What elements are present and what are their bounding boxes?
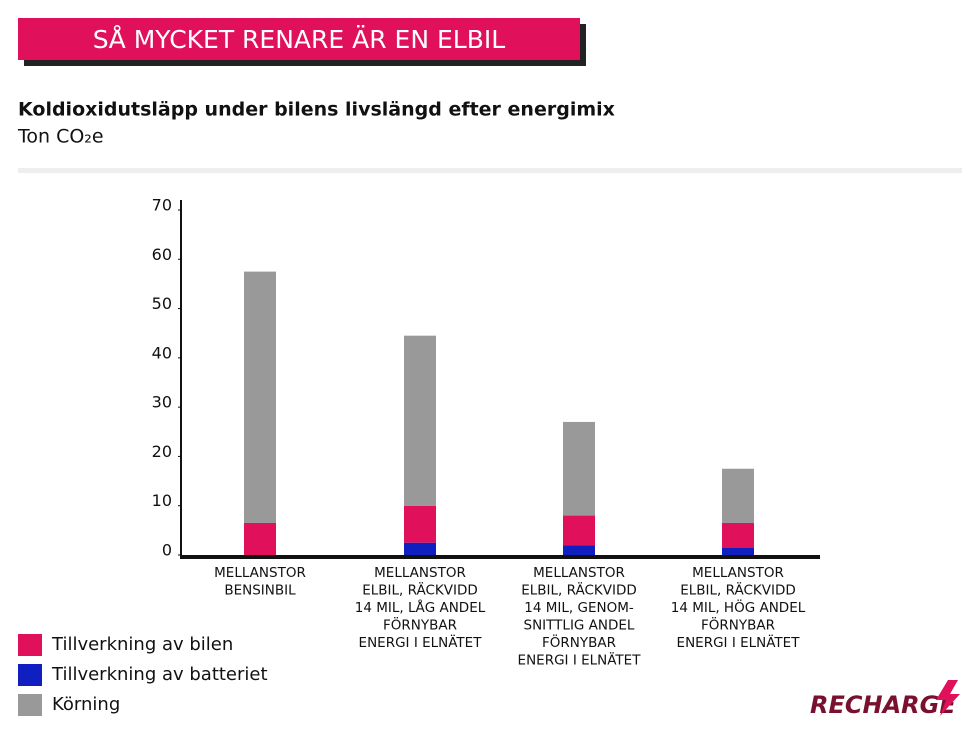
banner-text: SÅ MYCKET RENARE ÄR EN ELBIL	[93, 25, 505, 54]
legend-swatch	[18, 694, 42, 716]
brand-bolt	[936, 680, 960, 716]
bar-segment	[404, 542, 436, 555]
divider	[18, 168, 962, 173]
x-tick-label: MELLANSTOR	[692, 565, 784, 581]
bar-segment	[563, 515, 595, 546]
x-tick-label: 14 MIL, LÅG ANDEL	[355, 599, 486, 616]
y-tick-label: 70	[152, 196, 172, 215]
y-tick-label: 30	[152, 393, 172, 412]
x-tick-label: 14 MIL, HÖG ANDEL	[671, 598, 806, 616]
x-tick-label: MELLANSTOR	[374, 565, 466, 581]
legend-label: Tillverkning av bilen	[51, 634, 233, 655]
x-tick-label: MELLANSTOR	[214, 565, 306, 581]
bar-segment	[563, 421, 595, 516]
y-tick-label: 60	[152, 245, 172, 264]
x-tick-label: BENSINBIL	[224, 583, 296, 599]
legend-swatch	[18, 664, 42, 686]
x-tick-label: ELBIL, RÄCKVIDD	[680, 581, 796, 599]
x-tick-label: FÖRNYBAR	[542, 633, 616, 651]
bar-segment	[563, 545, 595, 555]
bar-segment	[404, 335, 436, 506]
x-tick-label: ENERGI I ELNÄTET	[359, 633, 483, 651]
x-tick-label: 14 MIL, GENOM-	[524, 600, 634, 616]
chart-title: Koldioxidutsläpp under bilens livslängd …	[18, 99, 615, 121]
y-tick-label: 40	[152, 343, 172, 362]
bar-segment	[722, 522, 754, 548]
banner	[18, 18, 580, 60]
y-tick-label: 20	[152, 442, 172, 461]
x-tick-label: SNITTLIG ANDEL	[524, 618, 635, 634]
legend-label: Körning	[52, 694, 120, 715]
bar-segment	[722, 468, 754, 523]
x-tick-label: FÖRNYBAR	[701, 616, 775, 634]
bar-segment	[244, 271, 276, 523]
brand-logo: RECHARGE	[810, 691, 956, 719]
y-tick-label: 0	[162, 541, 172, 560]
y-tick-label: 10	[152, 491, 172, 510]
legend-swatch	[18, 634, 42, 656]
bar-segment	[404, 505, 436, 543]
x-tick-label: MELLANSTOR	[533, 565, 625, 581]
x-tick-label: ENERGI I ELNÄTET	[677, 633, 801, 651]
x-tick-label: ELBIL, RÄCKVIDD	[362, 581, 478, 599]
x-tick-label: ELBIL, RÄCKVIDD	[521, 581, 637, 599]
legend-label: Tillverkning av batteriet	[51, 664, 268, 685]
y-tick-label: 50	[152, 294, 172, 313]
x-tick-label: ENERGI I ELNÄTET	[518, 651, 642, 669]
bar-segment	[722, 547, 754, 555]
chart-subtitle: Ton CO₂e	[17, 126, 104, 148]
x-tick-label: FÖRNYBAR	[383, 616, 457, 634]
bar-segment	[244, 522, 276, 555]
